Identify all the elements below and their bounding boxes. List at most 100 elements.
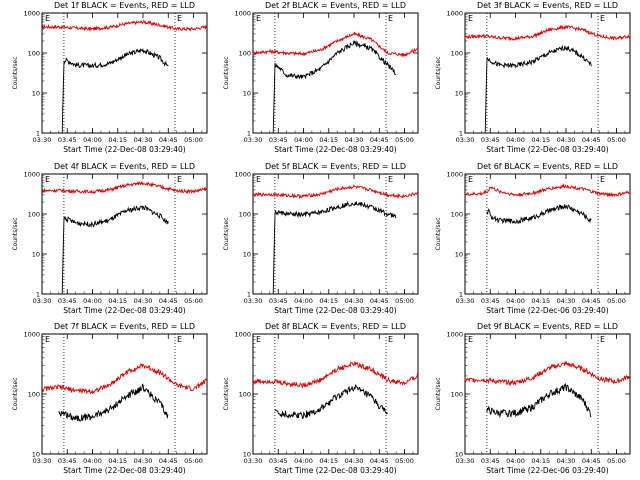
x-tick-label: 04:45 — [159, 297, 178, 305]
x-tick-label: 04:00 — [83, 457, 102, 465]
y-tick-label: 1000 — [23, 171, 40, 179]
x-tick-label: 04:45 — [582, 136, 601, 144]
events-series-line — [486, 382, 592, 419]
x-tick-label: 04:45 — [370, 457, 389, 465]
y-axis-label: Counts/sec — [12, 217, 19, 250]
y-tick-label: 1000 — [23, 10, 40, 18]
plot-frame — [464, 173, 631, 295]
x-tick-label: 04:15 — [531, 136, 550, 144]
panel-6: Det 6f BLACK = Events, RED = LLD Counts/s… — [435, 162, 631, 315]
lld-series-line — [464, 360, 631, 387]
x-axis-label: Start Time (22-Dec-08 03:29:40) — [274, 306, 396, 315]
x-tick-label: 03:45 — [481, 297, 500, 305]
interval-marker-label: E — [256, 14, 261, 23]
panel-title: Det 5f BLACK = Events, RED = LLD — [265, 162, 406, 171]
y-tick-label: 10 — [455, 451, 463, 459]
lld-series-line — [252, 184, 419, 199]
lld-series-line — [41, 180, 208, 195]
interval-marker-label: E — [600, 14, 605, 23]
events-series-line — [58, 383, 169, 422]
x-tick-label: 05:00 — [184, 457, 203, 465]
x-tick-label: 03:30 — [33, 136, 52, 144]
plot-frame — [252, 173, 419, 295]
y-tick-label: 10 — [243, 451, 251, 459]
events-series-line — [61, 47, 169, 134]
x-tick-label: 05:00 — [395, 136, 414, 144]
lld-series-line — [252, 361, 419, 389]
y-tick-label: 100 — [239, 391, 251, 399]
y-tick-label: 1 — [459, 291, 463, 299]
x-tick-label: 04:00 — [506, 136, 525, 144]
x-tick-label: 04:30 — [557, 457, 576, 465]
panel-title: Det 3f BLACK = Events, RED = LLD — [477, 1, 618, 10]
interval-marker-label: E — [600, 175, 605, 184]
events-series-line — [272, 200, 397, 295]
x-tick-label: 04:15 — [108, 457, 127, 465]
y-tick-label: 10 — [32, 90, 40, 98]
y-tick-label: 1000 — [446, 171, 463, 179]
interval-marker-label: E — [388, 335, 393, 344]
x-axis-label: Start Time (22-Dec-08 03:29:40) — [486, 145, 608, 154]
x-tick-label: 03:30 — [33, 297, 52, 305]
x-tick-label: 04:45 — [159, 136, 178, 144]
x-tick-label: 04:00 — [294, 297, 313, 305]
x-tick-label: 05:00 — [607, 457, 626, 465]
x-tick-label: 04:15 — [319, 136, 338, 144]
y-axis-label: Counts/sec — [12, 377, 19, 410]
plot-frame — [41, 333, 208, 455]
x-axis-label: Start Time (22-Dec-08 03:29:40) — [63, 466, 185, 475]
x-tick-label: 04:45 — [370, 297, 389, 305]
x-axis-label: Start Time (22-Dec-08 03:29:40) — [274, 466, 396, 475]
y-tick-label: 1000 — [446, 331, 463, 339]
y-tick-label: 100 — [28, 50, 40, 58]
panel-9: Det 9f BLACK = Events, RED = LLD Counts/s… — [435, 322, 631, 475]
x-axis-label: Start Time (22-Dec-08 03:29:40) — [63, 145, 185, 154]
panel-title: Det 6f BLACK = Events, RED = LLD — [477, 162, 618, 171]
lld-series-line — [252, 31, 419, 58]
x-tick-label: 04:30 — [345, 136, 364, 144]
panel-title: Det 9f BLACK = Events, RED = LLD — [477, 322, 618, 331]
plot-frame — [464, 333, 631, 455]
x-tick-label: 04:30 — [134, 457, 153, 465]
y-tick-label: 1000 — [234, 171, 251, 179]
x-tick-label: 04:00 — [506, 457, 525, 465]
panel-5: Det 5f BLACK = Events, RED = LLD Counts/s… — [223, 162, 419, 315]
x-tick-label: 04:15 — [319, 457, 338, 465]
y-tick-label: 10 — [243, 90, 251, 98]
x-tick-label: 03:45 — [58, 297, 77, 305]
x-tick-label: 03:30 — [33, 457, 52, 465]
interval-marker-label: E — [177, 335, 182, 344]
y-tick-label: 100 — [239, 211, 251, 219]
x-tick-label: 04:45 — [370, 136, 389, 144]
y-tick-label: 100 — [451, 391, 463, 399]
x-axis-label: Start Time (22-Dec-08 03:29:40) — [63, 306, 185, 315]
plot-frame — [41, 12, 208, 134]
x-tick-label: 03:45 — [481, 136, 500, 144]
y-axis-label: Counts/sec — [435, 56, 442, 89]
y-tick-label: 1000 — [446, 10, 463, 18]
x-tick-label: 05:00 — [184, 297, 203, 305]
y-tick-label: 1000 — [23, 331, 40, 339]
interval-marker-label: E — [468, 175, 473, 184]
events-series-line — [484, 44, 592, 134]
x-tick-label: 04:15 — [108, 136, 127, 144]
interval-marker-label: E — [256, 335, 261, 344]
panel-1: Det 1f BLACK = Events, RED = LLD Counts/s… — [12, 1, 208, 154]
panel-4: Det 4f BLACK = Events, RED = LLD Counts/s… — [12, 162, 208, 315]
interval-marker-label: E — [388, 175, 393, 184]
y-axis-label: Counts/sec — [223, 217, 230, 250]
y-tick-label: 1 — [36, 130, 40, 138]
y-tick-label: 100 — [239, 50, 251, 58]
y-tick-label: 1 — [247, 291, 251, 299]
x-tick-label: 04:30 — [134, 136, 153, 144]
plot-frame — [252, 12, 419, 134]
x-tick-label: 04:30 — [134, 297, 153, 305]
lld-series-line — [464, 183, 631, 198]
x-tick-label: 05:00 — [395, 457, 414, 465]
interval-marker-label: E — [388, 14, 393, 23]
x-tick-label: 03:30 — [244, 136, 263, 144]
x-tick-label: 04:15 — [531, 457, 550, 465]
y-axis-label: Counts/sec — [223, 56, 230, 89]
y-tick-label: 10 — [455, 90, 463, 98]
x-tick-label: 05:00 — [395, 297, 414, 305]
